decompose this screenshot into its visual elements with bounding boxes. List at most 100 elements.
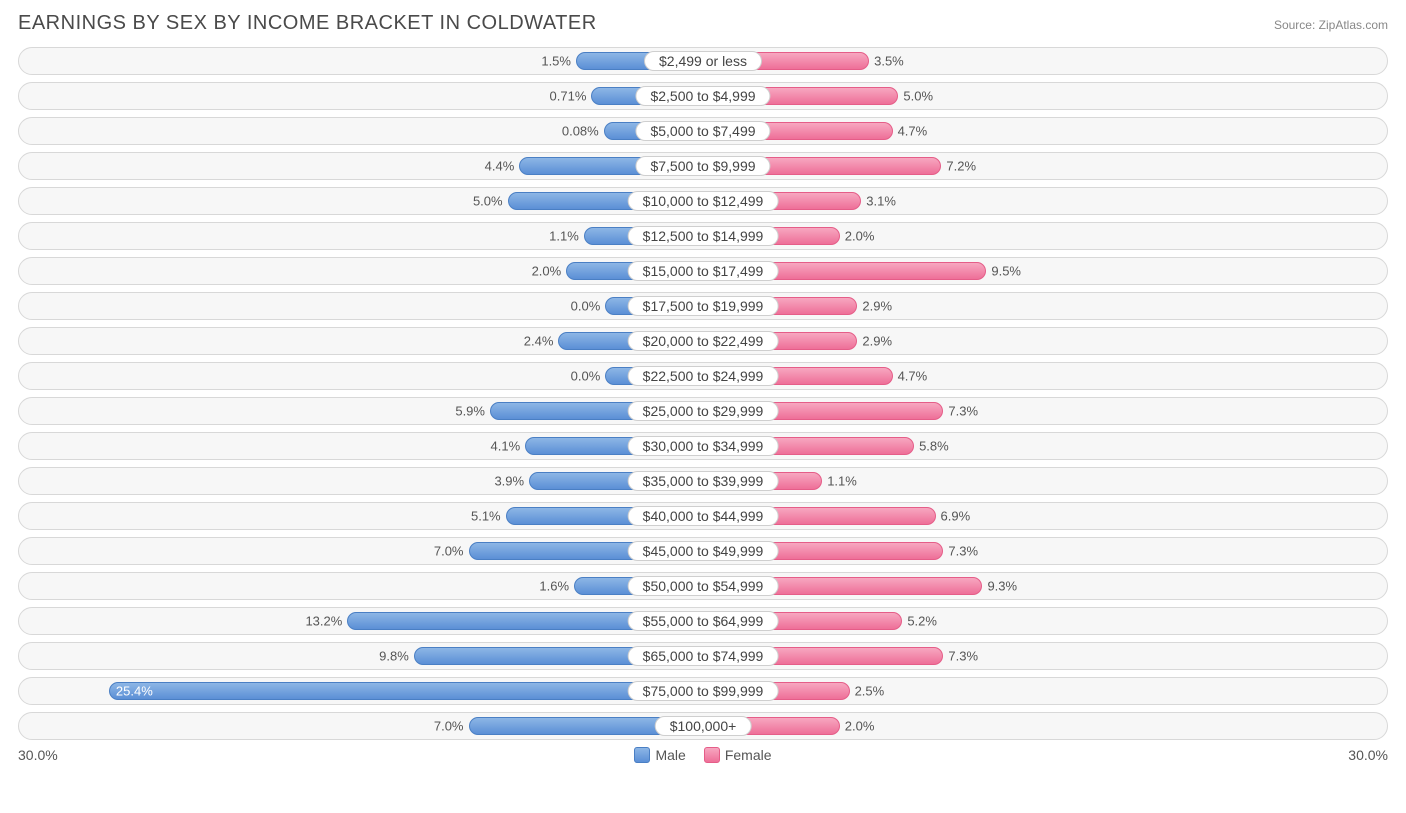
- male-value-label: 0.08%: [562, 124, 605, 139]
- legend-male-label: Male: [655, 747, 685, 763]
- male-half: 5.1%: [19, 503, 703, 529]
- male-half: 1.1%: [19, 223, 703, 249]
- bracket-label: $17,500 to $19,999: [628, 296, 779, 316]
- male-half: 0.0%: [19, 363, 703, 389]
- male-value-label: 25.4%: [116, 684, 153, 699]
- male-half: 0.08%: [19, 118, 703, 144]
- female-half: 2.0%: [703, 713, 1387, 739]
- female-value-label: 1.1%: [821, 474, 857, 489]
- axis-right-max: 30.0%: [1348, 747, 1388, 763]
- bracket-label: $7,500 to $9,999: [635, 156, 770, 176]
- male-value-label: 0.71%: [550, 89, 593, 104]
- female-half: 2.9%: [703, 293, 1387, 319]
- bar-row: 5.0%3.1%$10,000 to $12,499: [18, 187, 1388, 215]
- bar-row: 4.4% 7.2% $7,500 to $9,999: [18, 152, 1388, 180]
- male-half: 5.9%: [19, 398, 703, 424]
- male-value-label: 3.9%: [494, 474, 530, 489]
- bar-row: 0.08%4.7%$5,000 to $7,499: [18, 117, 1388, 145]
- male-bar: 25.4%: [109, 682, 703, 700]
- male-value-label: 13.2%: [305, 614, 348, 629]
- male-value-label: 0.0%: [571, 299, 607, 314]
- male-value-label: 1.6%: [539, 579, 575, 594]
- legend-female-label: Female: [725, 747, 772, 763]
- female-value-label: 4.7%: [892, 369, 928, 384]
- bracket-label: $22,500 to $24,999: [628, 366, 779, 386]
- bar-row: 1.6%9.3%$50,000 to $54,999: [18, 572, 1388, 600]
- female-half: 4.7%: [703, 118, 1387, 144]
- female-half: 7.2%: [703, 153, 1387, 179]
- female-value-label: 9.5%: [985, 264, 1021, 279]
- bar-row: 2.4% 2.9% $20,000 to $22,499: [18, 327, 1388, 355]
- bar-row: 9.8%7.3%$65,000 to $74,999: [18, 642, 1388, 670]
- legend: Male Female: [634, 747, 771, 763]
- bar-row: 1.5% 3.5% $2,499 or less: [18, 47, 1388, 75]
- bracket-label: $35,000 to $39,999: [628, 471, 779, 491]
- male-value-label: 7.0%: [434, 544, 470, 559]
- axis-row: 30.0% Male Female 30.0%: [18, 747, 1388, 763]
- bracket-label: $12,500 to $14,999: [628, 226, 779, 246]
- male-swatch-icon: [634, 747, 650, 763]
- male-half: 5.0%: [19, 188, 703, 214]
- bracket-label: $2,499 or less: [644, 51, 762, 71]
- female-value-label: 7.3%: [942, 404, 978, 419]
- male-half: 9.8%: [19, 643, 703, 669]
- male-value-label: 5.9%: [455, 404, 491, 419]
- bar-row: 2.0% 9.5% $15,000 to $17,499: [18, 257, 1388, 285]
- female-value-label: 5.8%: [913, 439, 949, 454]
- female-value-label: 3.5%: [868, 54, 904, 69]
- female-half: 5.2%: [703, 608, 1387, 634]
- female-value-label: 6.9%: [935, 509, 971, 524]
- female-half: 5.8%: [703, 433, 1387, 459]
- female-value-label: 4.7%: [892, 124, 928, 139]
- female-value-label: 2.5%: [849, 684, 885, 699]
- diverging-bar-chart: 1.5% 3.5% $2,499 or less 0.71%5.0%$2,500 to…: [18, 47, 1388, 740]
- bar-row: 3.9% 1.1% $35,000 to $39,999: [18, 467, 1388, 495]
- male-value-label: 2.4%: [524, 334, 560, 349]
- bracket-label: $65,000 to $74,999: [628, 646, 779, 666]
- bracket-label: $100,000+: [655, 716, 752, 736]
- male-value-label: 4.4%: [485, 159, 521, 174]
- chart-header: EARNINGS BY SEX BY INCOME BRACKET IN COL…: [18, 12, 1388, 35]
- female-half: 9.5%: [703, 258, 1387, 284]
- female-value-label: 2.0%: [839, 719, 875, 734]
- female-half: 7.3%: [703, 538, 1387, 564]
- female-half: 2.5%: [703, 678, 1387, 704]
- bracket-label: $15,000 to $17,499: [628, 261, 779, 281]
- bar-row: 0.71%5.0%$2,500 to $4,999: [18, 82, 1388, 110]
- legend-female: Female: [704, 747, 772, 763]
- female-value-label: 2.9%: [856, 334, 892, 349]
- male-half: 2.0%: [19, 258, 703, 284]
- female-half: 7.3%: [703, 398, 1387, 424]
- bar-row: 0.0% 4.7% $22,500 to $24,999: [18, 362, 1388, 390]
- bar-row: 13.2% 5.2%$55,000 to $64,999: [18, 607, 1388, 635]
- male-half: 7.0%: [19, 538, 703, 564]
- axis-left-max: 30.0%: [18, 747, 58, 763]
- male-half: 25.4%: [19, 678, 703, 704]
- bracket-label: $55,000 to $64,999: [628, 611, 779, 631]
- male-value-label: 5.1%: [471, 509, 507, 524]
- male-half: 13.2%: [19, 608, 703, 634]
- male-value-label: 1.5%: [541, 54, 577, 69]
- female-value-label: 2.9%: [856, 299, 892, 314]
- female-half: 2.9%: [703, 328, 1387, 354]
- female-half: 1.1%: [703, 468, 1387, 494]
- female-value-label: 9.3%: [981, 579, 1017, 594]
- bar-row: 7.0%7.3%$45,000 to $49,999: [18, 537, 1388, 565]
- female-half: 9.3%: [703, 573, 1387, 599]
- bar-row: 7.0% 2.0% $100,000+: [18, 712, 1388, 740]
- female-swatch-icon: [704, 747, 720, 763]
- male-half: 0.71%: [19, 83, 703, 109]
- legend-male: Male: [634, 747, 685, 763]
- male-half: 1.6%: [19, 573, 703, 599]
- male-half: 7.0%: [19, 713, 703, 739]
- bracket-label: $25,000 to $29,999: [628, 401, 779, 421]
- female-value-label: 7.2%: [940, 159, 976, 174]
- bracket-label: $20,000 to $22,499: [628, 331, 779, 351]
- male-value-label: 5.0%: [473, 194, 509, 209]
- male-value-label: 7.0%: [434, 719, 470, 734]
- male-value-label: 2.0%: [532, 264, 568, 279]
- bracket-label: $10,000 to $12,499: [628, 191, 779, 211]
- male-value-label: 9.8%: [379, 649, 415, 664]
- bar-row: 4.1%5.8%$30,000 to $34,999: [18, 432, 1388, 460]
- bar-row: 0.0% 2.9% $17,500 to $19,999: [18, 292, 1388, 320]
